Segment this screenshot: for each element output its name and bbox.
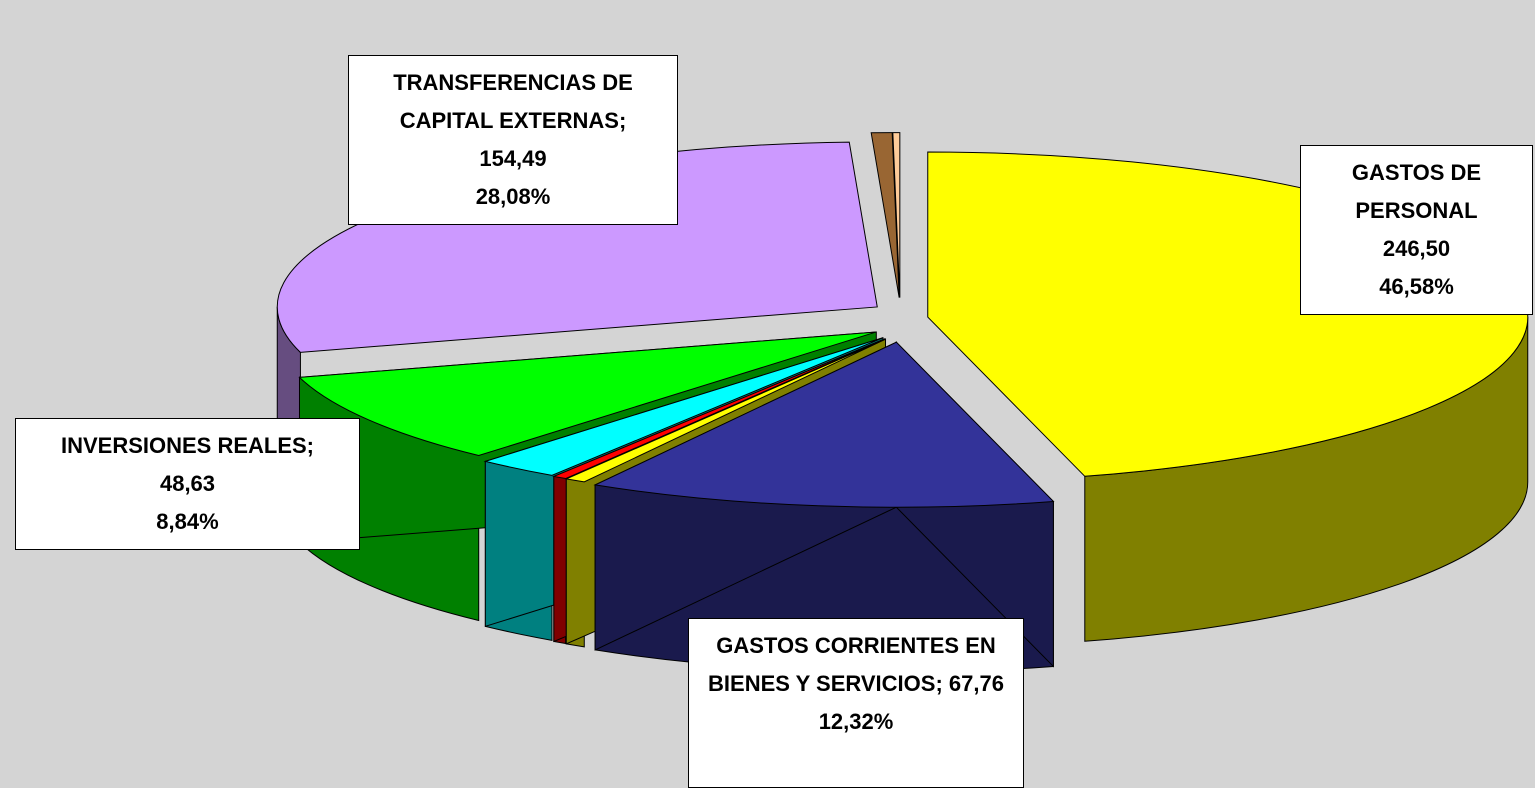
slice [483,337,884,476]
value-label: 48,63 [159,471,216,496]
slice [892,132,901,298]
category-label: GASTOS CORRIENTES EN BIENES Y SERVICIOS; [708,633,996,696]
percent-label: 46,58% [1379,274,1454,299]
percent-label: 12,32% [818,709,894,734]
percent-label: 28,08% [475,184,551,209]
slice [870,132,900,298]
slice [552,338,886,480]
category-label: TRANSFERENCIAS DE CAPITAL EXTERNAS; [393,70,633,133]
value-label: 154,49 [479,146,547,171]
label-box: GASTOS CORRIENTES EN BIENES Y SERVICIOS;… [688,618,1024,788]
label-box: TRANSFERENCIAS DE CAPITAL EXTERNAS; 154,… [348,55,678,225]
slice [298,331,877,457]
slice [564,338,886,483]
category-label: GASTOS DE PERSONAL [1351,160,1482,223]
value-label: 67,76 [948,671,1004,696]
value-label: 246,50 [1382,236,1451,261]
slice [593,341,1055,508]
label-box: GASTOS DE PERSONAL 246,50 46,58% [1300,145,1533,315]
label-box: INVERSIONES REALES; 48,63 8,84% [15,418,360,550]
category-label: INVERSIONES REALES; [60,433,315,458]
percent-label: 8,84% [156,509,219,534]
